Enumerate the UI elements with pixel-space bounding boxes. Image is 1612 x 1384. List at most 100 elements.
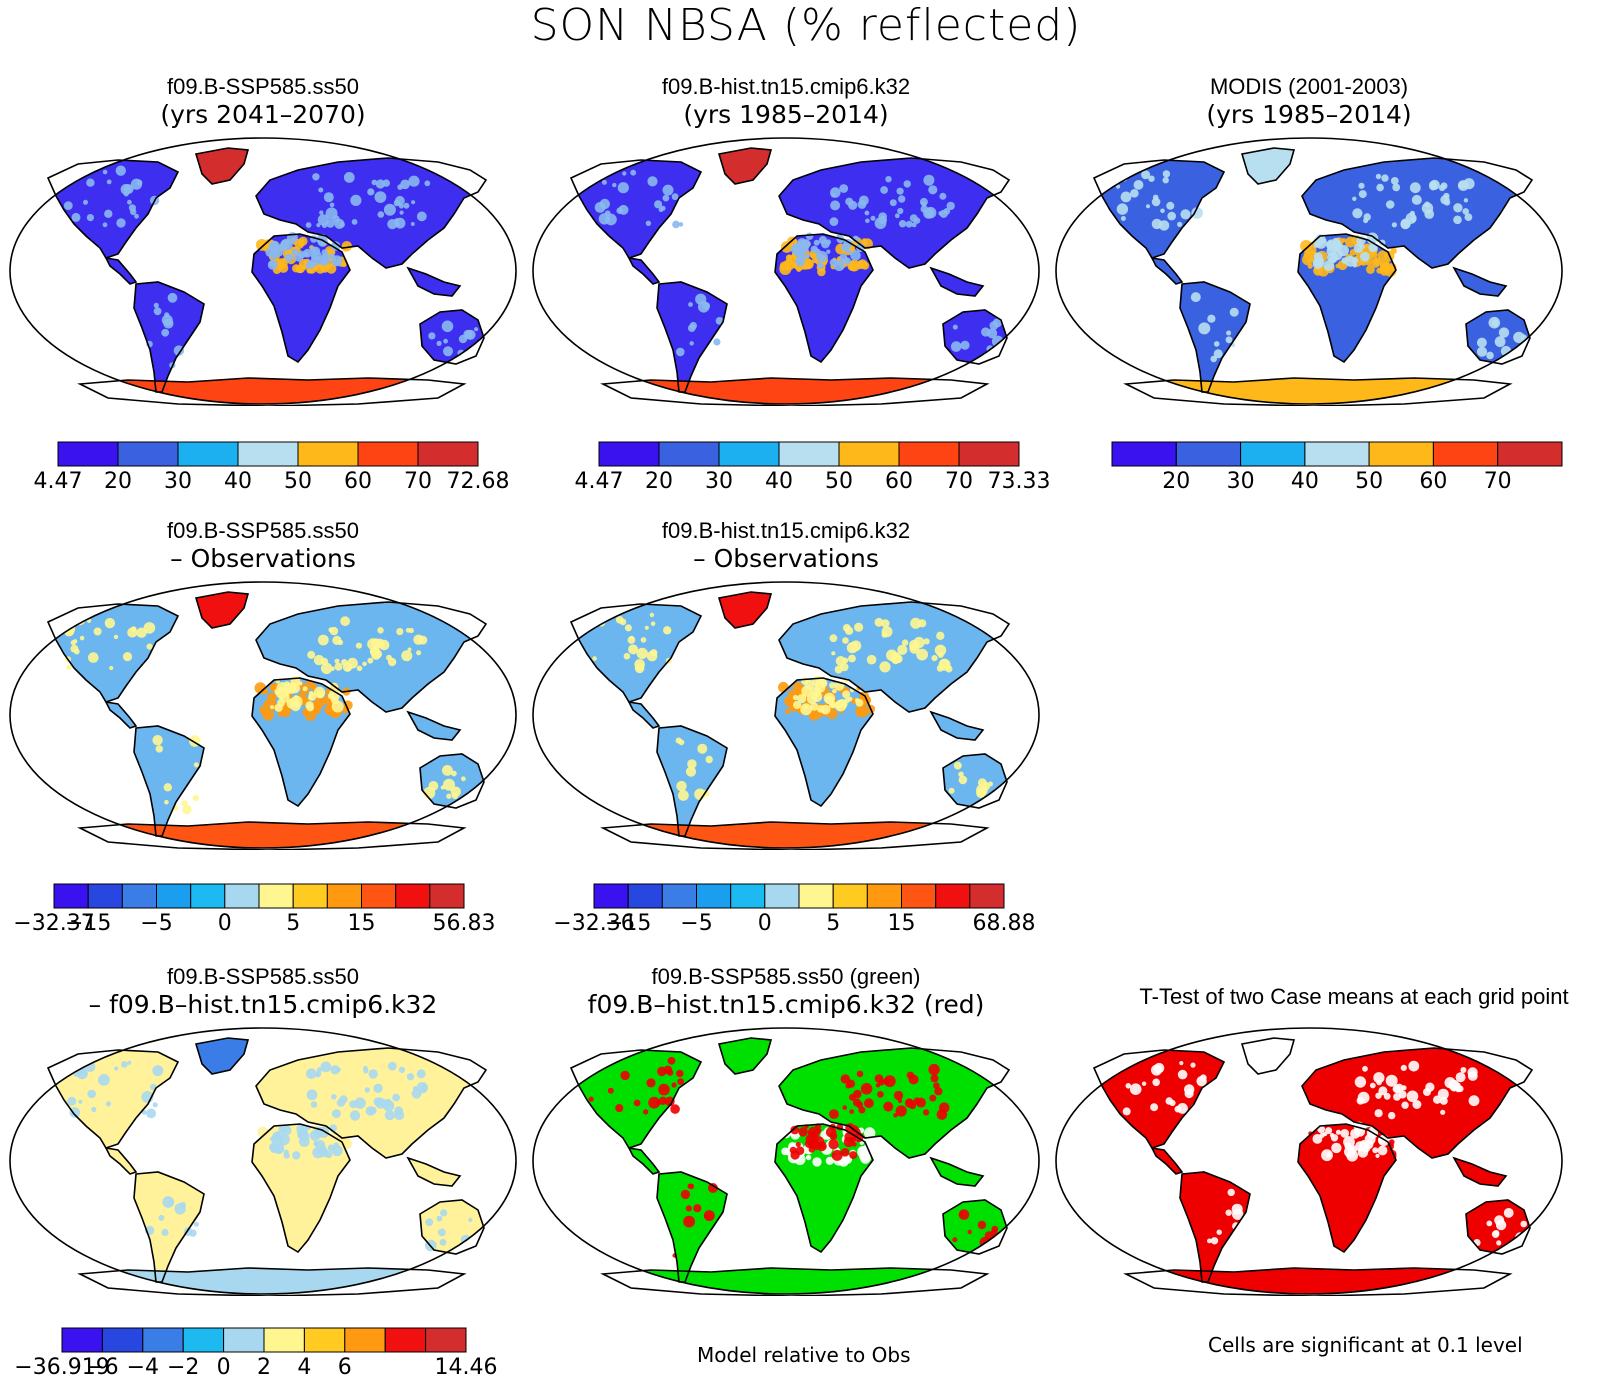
field-patch <box>840 1148 850 1157</box>
colorbar-swatch <box>901 883 937 909</box>
field-patch <box>693 1204 702 1213</box>
field-patch <box>1453 203 1463 213</box>
africa-coastline <box>251 233 351 364</box>
field-patch <box>1476 337 1487 348</box>
camerica-land <box>106 1148 136 1174</box>
colorbar-swatch <box>361 883 397 909</box>
colorbar-case1: 4.47 20 30 40 50 60 70 72.68 <box>34 441 509 506</box>
field-patch <box>316 1067 323 1073</box>
field-patch <box>675 737 682 744</box>
colorbar-swatch <box>237 441 299 467</box>
colorbar-tick-label: −4 <box>127 1355 159 1380</box>
field-patch <box>1464 213 1473 221</box>
colorbar-swatch <box>1240 441 1306 467</box>
colorbar-tick-label: 30 <box>1227 469 1255 494</box>
field-patch <box>849 1151 858 1160</box>
field-patch <box>425 1218 434 1227</box>
field-patch <box>938 1102 950 1113</box>
map-border <box>9 137 517 405</box>
field-patch <box>903 180 911 188</box>
antarctica-land <box>1126 1268 1510 1294</box>
colorbar-tick-label: 70 <box>945 469 973 494</box>
colorbar-swatch <box>1304 441 1370 467</box>
samerica-land <box>657 282 727 392</box>
field-patch <box>329 626 339 636</box>
field-patch <box>413 634 424 645</box>
field-patch <box>1379 1159 1385 1164</box>
greenland-land <box>1242 148 1294 184</box>
colorbar-swatch <box>53 883 89 909</box>
field-patch <box>1360 251 1370 262</box>
world-map <box>532 137 1040 406</box>
field-patch <box>1376 1079 1382 1086</box>
colorbar-swatch <box>832 883 868 909</box>
field-patch <box>302 686 308 692</box>
panel-ttest: T-Test of two Case means at each grid po… <box>1054 956 1569 1306</box>
field-patch <box>327 705 333 711</box>
field-patch <box>695 293 707 305</box>
field-patch <box>1216 1229 1222 1235</box>
field-patch <box>306 1068 317 1079</box>
field-patch <box>1184 1088 1194 1099</box>
field-patch <box>281 1125 292 1136</box>
field-patch <box>1312 1134 1323 1144</box>
field-patch <box>813 239 820 246</box>
field-patch <box>336 1098 346 1107</box>
camerica-coastline <box>104 256 138 285</box>
field-patch <box>401 650 413 662</box>
field-patch <box>831 1149 843 1161</box>
field-patch <box>1359 1141 1369 1152</box>
colorbar-swatch <box>764 883 800 909</box>
field-patch <box>1370 258 1381 268</box>
colorbar-swatch <box>661 883 698 909</box>
field-patch <box>881 619 890 628</box>
australia-coastline <box>942 753 1008 809</box>
field-patch <box>162 1196 175 1208</box>
field-patch <box>1329 1133 1335 1138</box>
africa-coastline <box>774 677 874 808</box>
field-patch <box>881 626 893 638</box>
field-patch <box>397 184 403 190</box>
camerica-land <box>629 702 659 728</box>
field-patch <box>270 705 274 710</box>
field-patch <box>1406 1090 1419 1103</box>
field-patch <box>680 1189 691 1200</box>
field-patch <box>676 1069 684 1078</box>
field-patch <box>1166 201 1175 210</box>
field-patch <box>790 1125 800 1135</box>
field-patch <box>857 259 868 269</box>
field-patch <box>648 1096 660 1109</box>
field-patch <box>71 212 81 222</box>
field-patch <box>676 347 685 357</box>
field-patch <box>1440 182 1448 190</box>
colorbar-tick-label: 30 <box>705 469 733 494</box>
field-patch <box>383 203 396 216</box>
field-patch <box>1180 209 1191 220</box>
field-patch <box>1437 1088 1449 1100</box>
colorbar-swatch <box>344 1327 386 1353</box>
field-patch <box>934 1087 943 1096</box>
australia-coastline <box>1465 1199 1531 1255</box>
panel-title-line1: f09.B-SSP585.ss50 <box>166 518 359 543</box>
field-patch <box>1385 200 1395 209</box>
field-patch <box>193 762 199 768</box>
field-patch <box>878 215 887 225</box>
field-patch <box>835 656 846 666</box>
field-patch <box>1429 179 1440 190</box>
seasia-land <box>931 1158 983 1186</box>
field-patch <box>850 1137 857 1143</box>
map-content <box>10 582 516 848</box>
field-patch <box>416 650 422 656</box>
colorbar-tick-label: 50 <box>1355 469 1383 494</box>
colorbar-tick-label: 5 <box>286 911 300 936</box>
eurasia-coastline <box>255 157 488 269</box>
field-patch <box>86 214 94 222</box>
field-patch <box>939 192 947 200</box>
field-patch <box>685 1205 692 1212</box>
field-patch <box>592 656 597 661</box>
field-patch <box>898 220 907 228</box>
field-patch <box>817 262 824 269</box>
field-patch <box>1150 1103 1159 1112</box>
field-patch <box>797 238 807 249</box>
field-patch <box>332 635 342 645</box>
